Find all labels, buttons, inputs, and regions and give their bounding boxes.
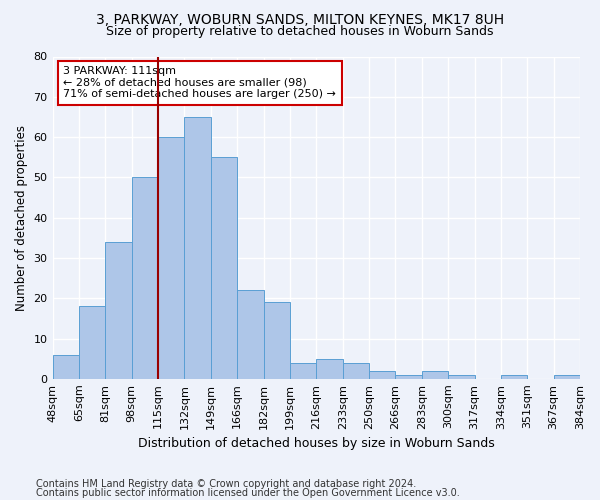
- Bar: [501, 375, 527, 379]
- Bar: [237, 290, 263, 379]
- Text: 3, PARKWAY, WOBURN SANDS, MILTON KEYNES, MK17 8UH: 3, PARKWAY, WOBURN SANDS, MILTON KEYNES,…: [96, 12, 504, 26]
- Bar: [105, 242, 131, 379]
- Bar: [422, 370, 448, 379]
- Bar: [343, 362, 369, 379]
- Text: Size of property relative to detached houses in Woburn Sands: Size of property relative to detached ho…: [106, 25, 494, 38]
- Bar: [554, 375, 580, 379]
- Bar: [211, 157, 237, 379]
- X-axis label: Distribution of detached houses by size in Woburn Sands: Distribution of detached houses by size …: [138, 437, 494, 450]
- Bar: [263, 302, 290, 379]
- Text: 3 PARKWAY: 111sqm
← 28% of detached houses are smaller (98)
71% of semi-detached: 3 PARKWAY: 111sqm ← 28% of detached hous…: [63, 66, 336, 100]
- Text: Contains public sector information licensed under the Open Government Licence v3: Contains public sector information licen…: [36, 488, 460, 498]
- Bar: [131, 178, 158, 379]
- Y-axis label: Number of detached properties: Number of detached properties: [15, 124, 28, 310]
- Bar: [290, 362, 316, 379]
- Bar: [448, 375, 475, 379]
- Bar: [79, 306, 105, 379]
- Bar: [316, 358, 343, 379]
- Bar: [395, 375, 422, 379]
- Text: Contains HM Land Registry data © Crown copyright and database right 2024.: Contains HM Land Registry data © Crown c…: [36, 479, 416, 489]
- Bar: [369, 370, 395, 379]
- Bar: [158, 137, 184, 379]
- Bar: [184, 117, 211, 379]
- Bar: [53, 354, 79, 379]
